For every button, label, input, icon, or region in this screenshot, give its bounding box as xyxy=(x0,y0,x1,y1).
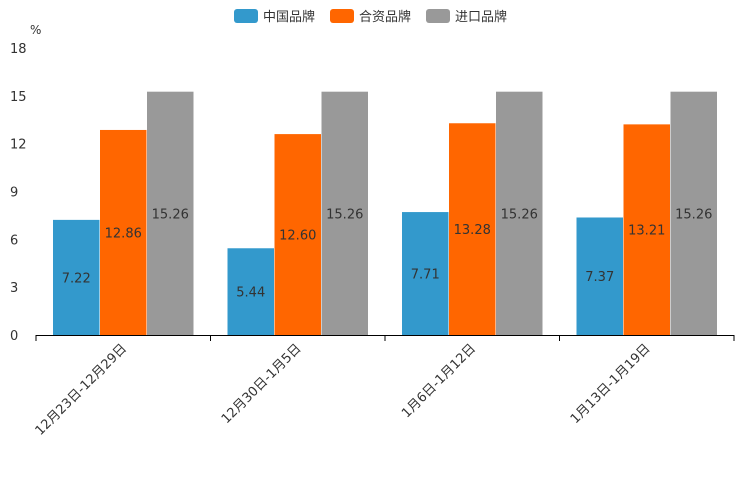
bar-2-1 xyxy=(100,129,147,335)
y-tick-label: 18 xyxy=(10,42,27,57)
legend-swatch xyxy=(426,9,450,23)
y-axis-unit: % xyxy=(30,23,41,37)
data-label: 7.71 xyxy=(411,268,440,283)
bar-1-2 xyxy=(227,248,274,335)
legend-swatch xyxy=(234,9,258,23)
data-label: 7.37 xyxy=(585,270,614,285)
bar-2-3 xyxy=(449,123,496,335)
data-label: 5.44 xyxy=(236,286,265,301)
y-tick-label: 12 xyxy=(10,138,27,153)
bar-1-4 xyxy=(576,217,623,335)
data-label: 15.26 xyxy=(152,207,189,222)
data-label: 7.22 xyxy=(62,271,91,286)
y-tick-label: 3 xyxy=(10,281,18,296)
data-label: 13.21 xyxy=(628,224,665,239)
bar-3-3 xyxy=(496,91,543,335)
data-label: 15.26 xyxy=(326,207,363,222)
data-label: 13.28 xyxy=(454,223,491,238)
y-tick-label: 0 xyxy=(10,329,18,344)
data-label: 12.60 xyxy=(279,229,316,244)
bar-1-1 xyxy=(53,219,100,335)
y-tick-label: 6 xyxy=(10,233,18,248)
bar-3-1 xyxy=(147,91,194,335)
legend-item[interactable]: 进口品牌 xyxy=(426,9,507,25)
y-tick-label: 15 xyxy=(10,90,27,105)
x-axis: 12月23日-12月29日 12月30日-1月5日 1月6日-1月12日 1月13日-… xyxy=(33,335,735,439)
bars xyxy=(53,91,717,335)
legend-label: 中国品牌 xyxy=(263,9,315,25)
bar-3-2 xyxy=(321,91,368,335)
legend-label: 进口品牌 xyxy=(455,9,507,25)
legend: 中国品牌 合资品牌 进口品牌 xyxy=(234,9,507,25)
legend-label: 合资品牌 xyxy=(359,9,411,25)
data-label: 12.86 xyxy=(105,226,142,241)
bar-1-3 xyxy=(402,212,449,335)
legend-swatch xyxy=(330,9,354,23)
x-category-label: 1月13日-1月19日 xyxy=(568,341,654,427)
y-axis-ticks: 0 3 6 9 12 15 18 xyxy=(10,42,27,344)
data-labels: 7.22 12.86 15.26 5.44 12.60 15.26 7.71 13.28 15.… xyxy=(62,207,713,300)
legend-item[interactable]: 中国品牌 xyxy=(234,9,315,25)
x-category-label: 12月30日-1月5日 xyxy=(219,341,305,427)
x-category-label: 1月6日-1月12日 xyxy=(399,341,479,421)
data-label: 15.26 xyxy=(675,207,712,222)
bar-2-4 xyxy=(623,124,670,335)
bar-3-4 xyxy=(670,91,717,335)
x-category-label: 12月23日-12月29日 xyxy=(33,341,130,438)
legend-item[interactable]: 合资品牌 xyxy=(330,9,411,25)
y-tick-label: 9 xyxy=(10,186,18,201)
data-label: 15.26 xyxy=(501,207,538,222)
bar-2-2 xyxy=(274,134,321,335)
